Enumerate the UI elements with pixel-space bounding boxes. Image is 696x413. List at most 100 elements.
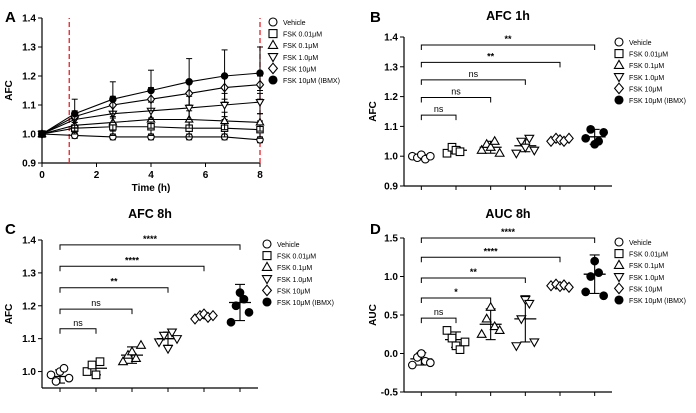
- data-point: [599, 128, 609, 137]
- bracket-line: [420, 114, 457, 121]
- bracket-line: [420, 44, 596, 51]
- legend-label: Vehicle: [277, 242, 300, 249]
- panel-letter: D: [370, 221, 381, 238]
- legend-label: FSK 1.0μM: [277, 277, 312, 284]
- legend-marker-icon: [613, 59, 625, 69]
- data-point: [416, 349, 426, 358]
- data-point: [70, 109, 79, 118]
- y-axis-label: AFC: [4, 304, 15, 325]
- significance-bracket: **: [420, 267, 526, 284]
- legend-item: Vehicle: [262, 239, 300, 249]
- data-point: [425, 358, 435, 368]
- group-1: [442, 326, 470, 355]
- chart-title: AUC 8h: [485, 207, 530, 221]
- legend-item: FSK 1.0μM: [613, 273, 664, 283]
- panel-letter: B: [370, 9, 381, 26]
- data-point: [231, 301, 241, 311]
- group-3: [511, 134, 540, 159]
- legend-marker-icon: [614, 95, 624, 105]
- group-5: [226, 283, 254, 327]
- legend-marker-icon: [613, 82, 625, 95]
- legend-marker-icon: [262, 251, 272, 261]
- legend-label: Vehicle: [629, 40, 652, 47]
- bracket-line: [59, 308, 133, 315]
- legend-marker-icon: [268, 75, 278, 85]
- significance-label: ns: [451, 86, 461, 96]
- legend-label: Vehicle: [283, 20, 306, 27]
- significance-bracket: *: [420, 287, 492, 304]
- data-point: [166, 328, 178, 338]
- legend-marker-icon: [267, 53, 279, 63]
- significance-bracket: **: [59, 277, 169, 293]
- group-0: [407, 150, 435, 164]
- legend-marker-icon: [262, 239, 272, 249]
- legend-label: FSK 10μM (IBMX): [629, 298, 686, 305]
- data-point: [87, 360, 97, 370]
- panel-a: A 0.9 1.0 1.1 1.2 1.3 1.4 AFC 0 2 4 6 8 Time (h) Vehic…: [4, 9, 340, 194]
- legend-label: FSK 10μM: [283, 66, 316, 73]
- group-4: [190, 308, 218, 325]
- y-tick-label: 1.2: [22, 72, 36, 83]
- bracket-line: [59, 328, 97, 334]
- significance-label: ****: [143, 234, 158, 244]
- significance-bracket: **: [420, 34, 596, 51]
- data-point: [220, 72, 229, 80]
- bracket-line: [420, 297, 492, 304]
- significance-bracket: **: [420, 51, 561, 68]
- legend-marker-icon: [261, 261, 273, 271]
- legend-marker-icon: [613, 273, 625, 283]
- data-point: [442, 326, 452, 335]
- data-point: [442, 148, 452, 158]
- legend-label: FSK 0.01μM: [629, 252, 668, 259]
- legend-marker-icon: [614, 249, 624, 259]
- group-2: [476, 301, 505, 341]
- y-tick-label: 1.0: [384, 152, 398, 163]
- legend-marker-icon: [261, 275, 273, 285]
- data-point: [447, 333, 457, 343]
- significance-label: ns: [91, 298, 101, 308]
- group-0: [407, 349, 435, 370]
- legend-label: FSK 0.01μM: [283, 32, 322, 39]
- legend-item: FSK 0.1μM: [261, 261, 312, 272]
- legend-marker-icon: [267, 62, 279, 75]
- data-point: [130, 352, 142, 362]
- legend-item: FSK 0.1μM: [613, 59, 664, 70]
- data-point: [476, 328, 487, 338]
- data-point: [162, 344, 174, 355]
- legend-marker-icon: [268, 29, 278, 39]
- legend-label: FSK 1.0μM: [283, 55, 318, 62]
- data-point: [208, 309, 218, 322]
- x-tick-label: 0: [39, 170, 45, 181]
- data-point: [511, 149, 522, 159]
- y-axis-label: AFC: [4, 80, 15, 101]
- data-point: [46, 370, 56, 380]
- data-point: [524, 299, 535, 310]
- group-1: [82, 357, 107, 380]
- legend-item: FSK 10μM: [267, 62, 316, 75]
- data-point: [485, 141, 496, 151]
- legend-label: FSK 0.01μM: [277, 254, 316, 261]
- data-point: [407, 360, 417, 370]
- legend-label: Vehicle: [629, 240, 652, 247]
- legend-item: FSK 0.1μM: [267, 39, 318, 50]
- legend-marker-icon: [613, 282, 625, 295]
- legend-item: FSK 10μM (IBMX): [614, 295, 686, 305]
- group-0: [46, 363, 74, 386]
- bracket-line: [420, 237, 596, 243]
- bracket-line: [420, 256, 561, 263]
- data-point: [581, 133, 591, 143]
- data-point: [494, 324, 505, 334]
- data-point: [590, 256, 600, 266]
- y-tick-label: -0.5: [381, 388, 399, 399]
- chart-title: AFC 8h: [128, 207, 172, 221]
- data-point: [455, 345, 465, 355]
- data-point: [494, 147, 505, 157]
- data-point: [38, 130, 46, 138]
- data-point: [158, 331, 170, 342]
- legend-label: FSK 10μM (IBMX): [283, 78, 340, 85]
- y-tick-label: 1.5: [384, 234, 398, 245]
- significance-label: ****: [484, 246, 499, 256]
- x-tick-label: 2: [94, 170, 100, 181]
- data-point: [524, 134, 535, 144]
